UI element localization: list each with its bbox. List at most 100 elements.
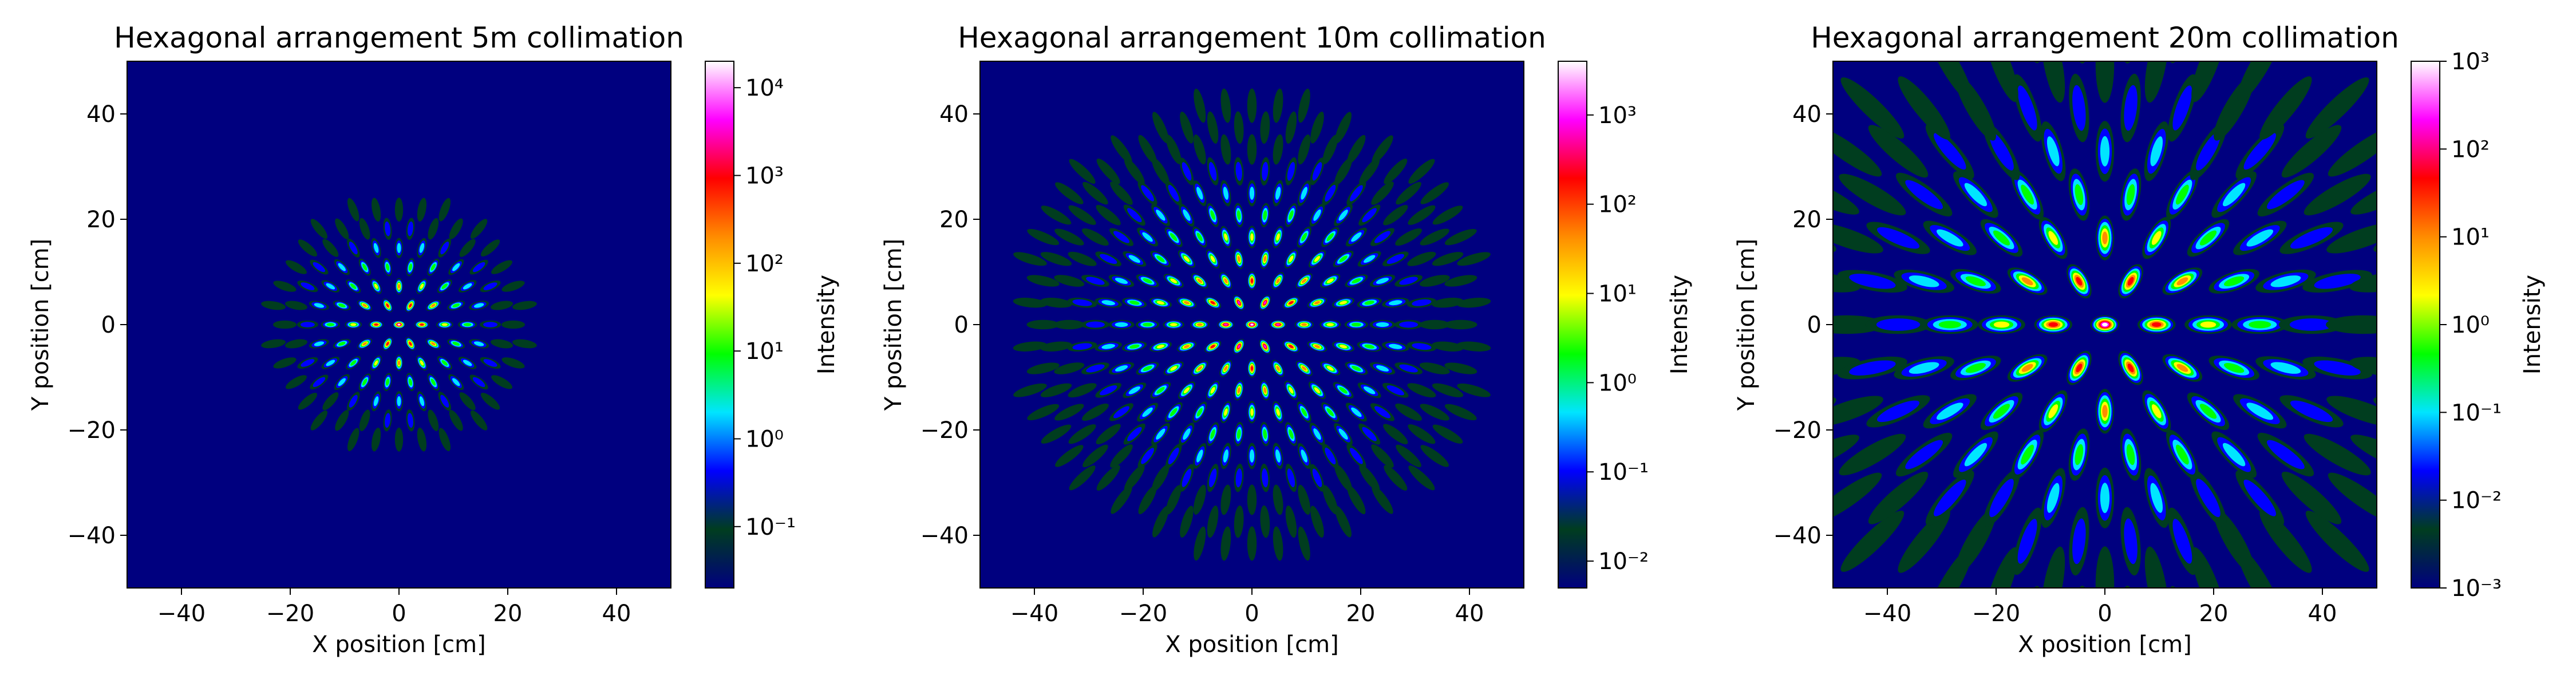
intensity-spot [1208, 161, 1217, 181]
intensity-spot [2350, 435, 2377, 475]
intensity-spot [452, 303, 460, 307]
intensity-spot [1210, 210, 1215, 220]
intensity-spot [1141, 185, 1154, 202]
intensity-spot [2223, 363, 2245, 373]
intensity-spot [1068, 383, 1097, 398]
intensity-spot [2314, 274, 2361, 289]
intensity-spot [1223, 449, 1228, 463]
intensity-spot [310, 410, 328, 431]
intensity-spot [1054, 319, 1085, 330]
intensity-spot [1289, 429, 1294, 439]
intensity-spot [1236, 210, 1241, 220]
intensity-spot [483, 282, 497, 290]
intensity-spot [285, 339, 307, 349]
intensity-spot [2249, 321, 2271, 329]
intensity-spot [1250, 408, 1254, 416]
intensity-spot [1111, 485, 1132, 514]
intensity-spot [1152, 464, 1170, 492]
intensity-spot [1224, 366, 1228, 371]
colorbar-tick-label: 10⁻¹ [1598, 459, 1649, 485]
intensity-spot [1072, 299, 1092, 306]
intensity-spot [1247, 134, 1257, 165]
intensity-spot [1110, 444, 1133, 468]
intensity-spot [473, 303, 484, 308]
intensity-spot [1876, 227, 1920, 249]
intensity-spot [1302, 366, 1307, 371]
intensity-spot [2144, 61, 2168, 103]
y-tick-label: 20 [939, 207, 969, 233]
intensity-spot [2127, 277, 2134, 286]
intensity-spot [1142, 232, 1153, 242]
intensity-spot [512, 339, 537, 349]
intensity-spot [1220, 526, 1231, 561]
colorbar-label: Intensity [1666, 275, 1693, 374]
colorbar-tick-label: 10³ [745, 163, 784, 189]
intensity-spot [1026, 362, 1060, 374]
intensity-spot [1314, 301, 1320, 305]
intensity-spot [2199, 404, 2217, 419]
intensity-spot [326, 323, 335, 326]
intensity-spot [1085, 321, 1105, 328]
intensity-spot [1934, 133, 1966, 170]
intensity-spot [1384, 159, 1408, 184]
colorbar-tick-label: 10⁻² [2451, 488, 2502, 514]
subplot-1: Hexagonal arrangement 5m collimation −40 −… [27, 21, 840, 658]
intensity-spot [1289, 301, 1294, 305]
y-axis-label: Y position [cm] [27, 239, 54, 411]
intensity-spot [1936, 402, 1963, 420]
intensity-spot [1197, 323, 1203, 326]
intensity-spot [335, 410, 349, 431]
subplot-3: Hexagonal arrangement 20m collimation −40… [1733, 21, 2546, 658]
colorbar-tick-label: 10⁴ [745, 75, 784, 101]
colorbar-tick-label: 10¹ [1598, 281, 1637, 307]
intensity-spot [1313, 209, 1321, 221]
intensity-spot [459, 239, 476, 257]
intensity-spot [326, 360, 335, 366]
intensity-spot [385, 263, 390, 271]
intensity-spot [2196, 132, 2221, 171]
intensity-spot [1115, 278, 1128, 284]
intensity-spot [347, 198, 359, 222]
intensity-spot [1335, 506, 1352, 538]
intensity-spot [1432, 206, 1463, 225]
x-tick-label: 0 [2097, 601, 2112, 627]
intensity-spot [1833, 270, 1860, 293]
intensity-spot [313, 377, 326, 387]
intensity-spot [1040, 252, 1072, 266]
intensity-spot [2017, 85, 2037, 131]
intensity-spot [1207, 111, 1219, 144]
intensity-spot [1383, 424, 1408, 444]
intensity-spot [2290, 400, 2333, 423]
intensity-spot [2076, 364, 2083, 373]
intensity-spot [512, 301, 537, 310]
intensity-spot [1444, 362, 1477, 374]
intensity-spot [408, 378, 413, 386]
intensity-spot [1444, 275, 1477, 287]
intensity-spot [1143, 322, 1152, 327]
intensity-spot [1989, 132, 2014, 171]
intensity-spot [1210, 429, 1215, 439]
intensity-spot [1374, 231, 1390, 243]
intensity-spot [285, 375, 307, 389]
intensity-spot [394, 198, 404, 222]
intensity-spot [1224, 323, 1228, 326]
colorbar-tick-label: 10⁰ [2451, 312, 2490, 338]
intensity-spot [2349, 270, 2377, 293]
intensity-spot [1165, 485, 1182, 515]
intensity-spot [1326, 233, 1334, 241]
intensity-spot [1993, 404, 2010, 419]
intensity-spot [1371, 181, 1394, 205]
intensity-spot [338, 378, 346, 386]
y-tick-label: 0 [101, 312, 116, 338]
intensity-spot [1338, 428, 1348, 440]
intensity-spot [2350, 175, 2377, 215]
intensity-spot [335, 218, 349, 239]
intensity-spot [430, 378, 436, 386]
intensity-spot [2021, 364, 2033, 372]
intensity-spot [452, 342, 460, 346]
intensity-spot [1395, 403, 1422, 421]
intensity-spot [2199, 230, 2217, 246]
intensity-spot [350, 323, 357, 326]
intensity-spot [1220, 134, 1231, 165]
intensity-spot [1314, 256, 1321, 262]
